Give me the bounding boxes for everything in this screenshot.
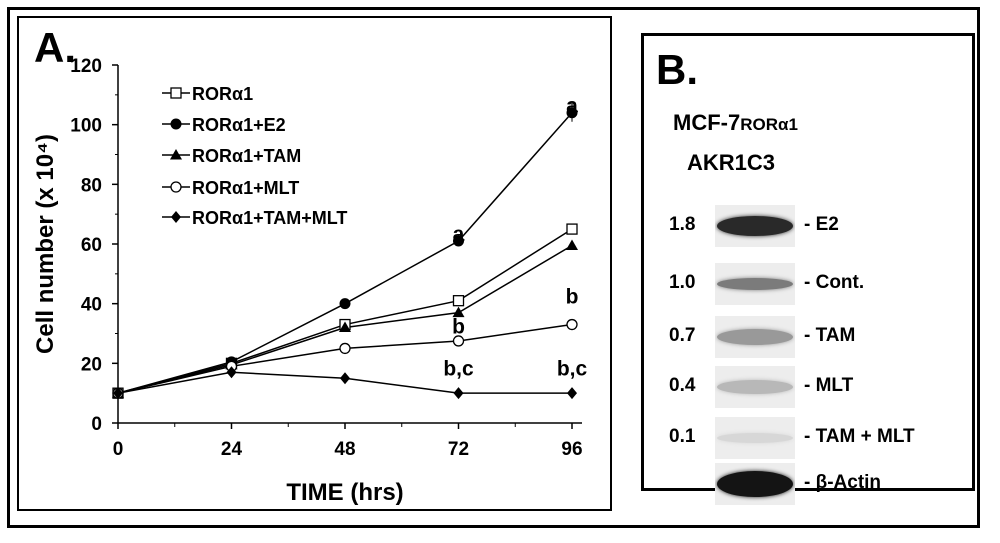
band-intensity-value: 0.7 <box>669 325 696 346</box>
band-intensity-value: 1.8 <box>669 214 696 235</box>
significance-label: b,c <box>557 357 588 380</box>
blot-band <box>717 433 793 443</box>
x-tick-label: 0 <box>113 439 124 460</box>
blot-condition-label: - TAM + MLT <box>804 426 915 447</box>
series-5-point <box>113 387 123 400</box>
series-line-1 <box>117 228 573 394</box>
series-4-point <box>452 335 465 347</box>
band-intensity-value: 0.4 <box>669 375 696 396</box>
significance-label: a <box>453 223 465 246</box>
legend-entry-1: RORα1 <box>192 84 253 104</box>
blot-band <box>717 329 793 345</box>
legend-entry-4: RORα1+MLT <box>192 178 299 198</box>
blot-row: 0.1 - TAM + MLT <box>644 417 972 459</box>
chart-frame <box>17 16 612 511</box>
blot-condition-label: - TAM <box>804 325 856 346</box>
band-intensity-value: 0.1 <box>669 426 696 447</box>
legend-marker-2 <box>170 118 182 130</box>
y-tick-label: 120 <box>70 56 102 77</box>
band-intensity-value: 1.0 <box>669 272 696 293</box>
series-5-point <box>567 387 577 400</box>
blot-condition-label: - β-Actin <box>804 472 882 493</box>
significance-label: a <box>566 95 578 118</box>
blot-condition-label: - MLT <box>804 375 854 396</box>
series-4-point <box>339 342 351 355</box>
blot-band <box>717 471 793 497</box>
legend-entry-5: RORα1+TAM+MLT <box>192 208 347 228</box>
y-tick-label: 20 <box>81 354 102 375</box>
series-2-point <box>566 107 578 119</box>
x-tick-label: 96 <box>561 439 582 460</box>
blot-row: 0.4 - MLT <box>644 366 972 408</box>
series-2-point <box>453 235 464 247</box>
series-1-point <box>566 223 578 235</box>
y-tick-label: 40 <box>81 295 102 316</box>
significance-label: b,c <box>443 357 474 380</box>
blot-band <box>717 216 793 236</box>
cell-line-name: MCF-7 <box>673 110 741 135</box>
blot-lane <box>715 417 795 459</box>
y-tick-label: 0 <box>91 414 102 435</box>
legend-entry-3: RORα1+TAM <box>192 146 301 166</box>
western-blot-panel: B. MCF-7RORα1 AKR1C3 1.8 - E2 1.0 - Cont. 0.… <box>641 33 975 505</box>
blot-row: - β-Actin <box>644 463 972 505</box>
legend-marker-5 <box>171 211 181 223</box>
blot-band <box>717 380 793 394</box>
series-3-point <box>452 306 465 318</box>
x-tick-label: 72 <box>448 439 469 460</box>
blot-row: 1.8 - E2 <box>644 205 972 247</box>
x-tick-label: 48 <box>334 439 355 460</box>
series-5-point <box>453 387 464 400</box>
significance-label: b <box>566 286 579 309</box>
y-tick-label: 100 <box>70 116 102 137</box>
y-axis-label: Cell number (x 10⁴) <box>32 134 59 354</box>
significance-label: b <box>452 316 465 339</box>
x-tick-label: 24 <box>221 439 243 460</box>
series-3-point <box>566 239 578 250</box>
series-3-point <box>339 321 351 333</box>
blot-lane <box>715 263 795 305</box>
legend-entry-2: RORα1+E2 <box>192 115 286 135</box>
series-1-point <box>452 295 465 307</box>
blot-lane <box>715 463 795 505</box>
blot-lane <box>715 366 795 408</box>
blot-condition-label: - Cont. <box>804 272 865 293</box>
blot-lane <box>715 316 795 358</box>
x-axis-label: TIME (hrs) <box>286 479 403 506</box>
y-tick-label: 60 <box>81 235 102 256</box>
blot-condition-label: - E2 <box>804 214 839 235</box>
series-5-point <box>226 366 237 379</box>
legend-marker-1 <box>170 87 182 99</box>
panel-a-label: A. <box>34 24 76 71</box>
series-4-point <box>566 318 578 331</box>
blot-lane <box>715 205 795 247</box>
blot-row: 1.0 - Cont. <box>644 263 972 305</box>
figure-frame <box>7 7 980 528</box>
y-tick-label: 80 <box>81 175 102 196</box>
blot-row: 0.7 - TAM <box>644 316 972 358</box>
cell-line-title: MCF-7RORα1 <box>673 110 798 136</box>
protein-title: AKR1C3 <box>687 150 776 175</box>
legend-marker-3 <box>170 149 182 160</box>
legend-marker-4 <box>170 181 182 193</box>
cell-line-subscript: RORα1 <box>740 115 798 134</box>
blot-band <box>717 278 793 290</box>
series-2-point <box>339 298 351 310</box>
series-5-point <box>340 372 350 385</box>
panel-b-label: B. <box>656 46 698 93</box>
